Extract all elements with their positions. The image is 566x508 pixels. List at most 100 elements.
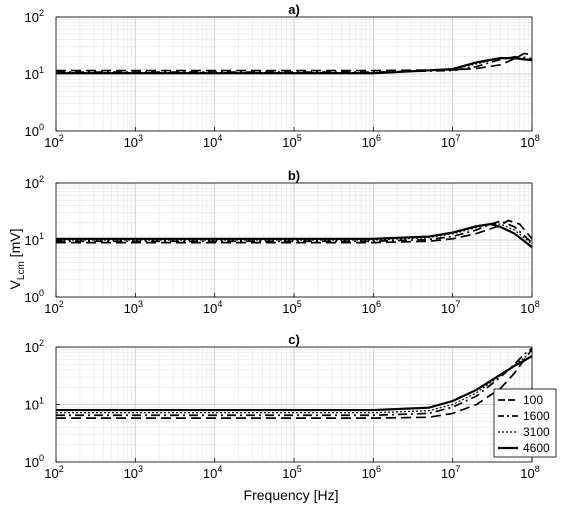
x-tick-label-base: 10: [203, 466, 217, 481]
x-tick-label: 102: [44, 464, 63, 481]
x-tick-label-base: 10: [124, 135, 138, 150]
x-tick-label: 108: [520, 464, 539, 481]
legend: 100 1600 3100 4600: [493, 388, 557, 458]
x-tick-label-base: 10: [44, 135, 58, 150]
x-tick-label-exp: 3: [138, 133, 143, 143]
series-line-4600: [56, 57, 533, 75]
x-tick-label-exp: 8: [535, 299, 540, 309]
x-tick-label: 103: [124, 133, 143, 150]
x-tick-label-base: 10: [362, 301, 376, 316]
y-tick-label-base: 10: [25, 340, 39, 355]
series-line-1600: [56, 347, 533, 417]
x-tick-label-exp: 4: [217, 133, 222, 143]
x-axis-label: Frequency [Hz]: [244, 487, 339, 503]
y-tick-label-exp: 0: [39, 288, 44, 298]
panel-title: a): [288, 2, 300, 17]
y-tick-label: 102: [25, 174, 44, 191]
x-tick-label-base: 10: [520, 466, 534, 481]
series-line-3100: [56, 222, 533, 245]
series-line-100: [56, 219, 533, 244]
x-tick-label-exp: 6: [376, 133, 381, 143]
series-line-3100: [56, 350, 533, 414]
x-tick-label-base: 10: [520, 135, 534, 150]
x-tick-label: 105: [282, 464, 301, 481]
x-tick-label-exp: 2: [59, 299, 64, 309]
x-tick-label: 103: [124, 299, 143, 316]
y-tick-label-base: 10: [25, 124, 39, 139]
x-tick-label-base: 10: [44, 301, 58, 316]
x-tick-label-exp: 3: [138, 464, 143, 474]
x-tick-label: 104: [203, 464, 222, 481]
x-tick-label-exp: 7: [455, 133, 460, 143]
y-tick-label-exp: 1: [39, 396, 44, 406]
x-tick-label-exp: 8: [535, 133, 540, 143]
series-line-4600: [56, 222, 533, 248]
x-tick-label: 104: [203, 133, 222, 150]
series-line-1600: [56, 220, 533, 244]
y-tick-label-base: 10: [25, 233, 39, 248]
y-axis-label-unit: [mV]: [7, 229, 23, 262]
x-tick-label-exp: 4: [217, 464, 222, 474]
y-tick-label-base: 10: [25, 67, 39, 82]
y-tick-label: 100: [25, 453, 44, 470]
x-tick-label-base: 10: [362, 135, 376, 150]
x-tick-label-exp: 2: [59, 133, 64, 143]
y-axis-label-main: V: [7, 279, 23, 289]
x-tick-label: 107: [441, 299, 460, 316]
x-tick-label: 103: [124, 464, 143, 481]
x-tick-label-exp: 6: [376, 464, 381, 474]
legend-label-4600: 4600: [523, 441, 550, 455]
x-tick-label: 102: [44, 299, 63, 316]
x-tick-label-exp: 8: [535, 464, 540, 474]
x-tick-label-exp: 4: [217, 299, 222, 309]
y-tick-label: 101: [25, 396, 44, 413]
x-tick-label-base: 10: [282, 466, 296, 481]
y-tick-label-base: 10: [25, 176, 39, 191]
x-tick-label-exp: 6: [376, 299, 381, 309]
y-tick-label-base: 10: [25, 398, 39, 413]
series-line-100: [56, 348, 533, 419]
x-tick-label-base: 10: [124, 466, 138, 481]
y-tick-label-exp: 1: [39, 231, 44, 241]
y-tick-label: 102: [25, 8, 44, 25]
x-tick-label: 105: [282, 133, 301, 150]
x-tick-label: 108: [520, 299, 539, 316]
x-tick-label-base: 10: [362, 466, 376, 481]
x-tick-label-base: 10: [441, 466, 455, 481]
x-tick-label: 105: [282, 299, 301, 316]
y-axis-label-sub: Lcm: [16, 261, 27, 280]
y-tick-label-base: 10: [25, 290, 39, 305]
y-tick-label: 101: [25, 231, 44, 248]
x-tick-label-exp: 5: [297, 464, 302, 474]
series-line-4600: [56, 354, 533, 412]
x-tick-label-exp: 2: [59, 464, 64, 474]
legend-label-1600: 1600: [523, 409, 550, 423]
legend-label-3100: 3100: [523, 425, 550, 439]
y-tick-label-exp: 0: [39, 122, 44, 132]
y-tick-label: 101: [25, 65, 44, 82]
x-tick-label-base: 10: [282, 301, 296, 316]
x-tick-label: 107: [441, 133, 460, 150]
x-tick-label-base: 10: [441, 301, 455, 316]
x-tick-label-exp: 3: [138, 299, 143, 309]
y-tick-label-exp: 2: [39, 338, 44, 348]
x-tick-label-base: 10: [520, 301, 534, 316]
x-tick-label-exp: 5: [297, 299, 302, 309]
y-tick-label: 100: [25, 288, 44, 305]
series-line-100: [56, 52, 533, 72]
x-tick-label-base: 10: [124, 301, 138, 316]
y-tick-label-exp: 2: [39, 8, 44, 18]
x-tick-label-base: 10: [441, 135, 455, 150]
x-tick-label-exp: 5: [297, 133, 302, 143]
x-tick-label-base: 10: [203, 301, 217, 316]
y-tick-label-base: 10: [25, 455, 39, 470]
y-tick-label-exp: 1: [39, 65, 44, 75]
y-tick-label: 102: [25, 338, 44, 355]
x-tick-label-base: 10: [44, 466, 58, 481]
x-tick-label: 107: [441, 464, 460, 481]
panel-title: b): [288, 168, 300, 183]
